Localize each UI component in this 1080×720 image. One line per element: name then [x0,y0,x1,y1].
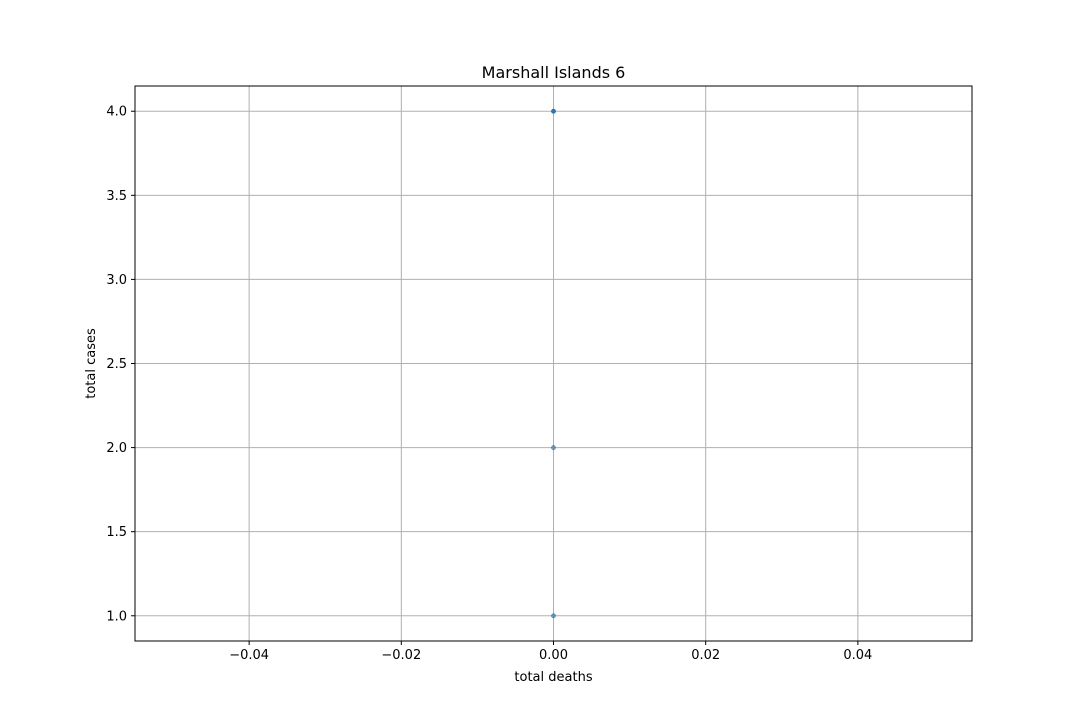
y-axis-ticks: 1.0 1.5 2.0 2.5 3.0 3.5 4.0 [106,105,135,624]
x-tick-label: 0.00 [539,648,568,663]
data-points [551,108,556,619]
data-point [551,108,556,114]
x-axis-ticks: −0.04 −0.02 0.00 0.02 0.04 [229,641,872,663]
data-point [551,445,556,450]
y-tick-label: 2.5 [106,357,127,372]
x-tick-label: −0.02 [381,648,421,663]
y-tick-label: 4.0 [106,105,127,120]
x-tick-label: −0.04 [229,648,269,663]
y-tick-label: 2.0 [106,441,127,456]
x-tick-label: 0.02 [691,648,720,663]
y-tick-label: 3.5 [106,189,127,204]
chart-title: Marshall Islands 6 [482,63,626,82]
y-tick-label: 3.0 [106,273,127,288]
y-tick-label: 1.5 [106,525,127,540]
data-point [551,613,556,619]
x-tick-label: 0.04 [843,648,872,663]
y-axis-label: total cases [84,328,99,399]
x-axis-label: total deaths [514,670,592,685]
y-tick-label: 1.0 [106,609,127,624]
